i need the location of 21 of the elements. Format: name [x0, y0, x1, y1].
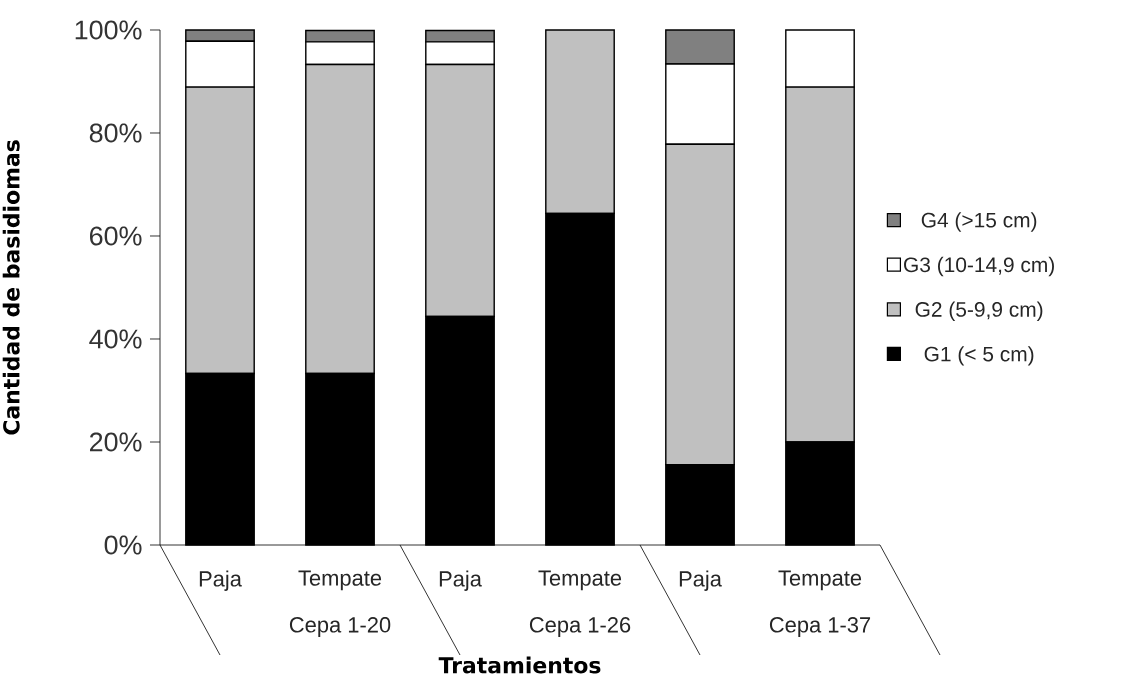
x-tick-label: Tempate [538, 570, 622, 591]
x-tick-label: Paja [679, 570, 722, 591]
y-tick-label: 40% [89, 329, 142, 349]
y-axis-title: Cantidad de basidiomas [2, 140, 20, 435]
y-tick-label: 80% [89, 123, 142, 143]
legend-label: G2 (5-9,9 cm) [915, 301, 1043, 321]
legend-label: G1 (< 5 cm) [924, 346, 1034, 366]
y-tick-label: 100% [75, 20, 142, 40]
x-tick-label: Tempate [778, 570, 862, 591]
text: Cepa 1-37 [769, 617, 871, 637]
x-axis-title: Tratamientos [438, 656, 601, 674]
y-tick-label: 60% [90, 226, 142, 246]
x-tick-label: Paja [199, 570, 242, 591]
legend-label: G4 (>15 cm) [921, 212, 1037, 232]
text: Cepa 1-20 [289, 617, 391, 637]
y-tick-label: 20% [90, 432, 142, 452]
x-tick-label: Tempate [298, 570, 382, 591]
y-tick-label: 0% [104, 535, 142, 555]
x-tick-label: Paja [439, 570, 482, 591]
text: Cepa 1-26 [529, 617, 631, 637]
legend-label: G3 (10-14,9 cm) [904, 256, 1054, 277]
